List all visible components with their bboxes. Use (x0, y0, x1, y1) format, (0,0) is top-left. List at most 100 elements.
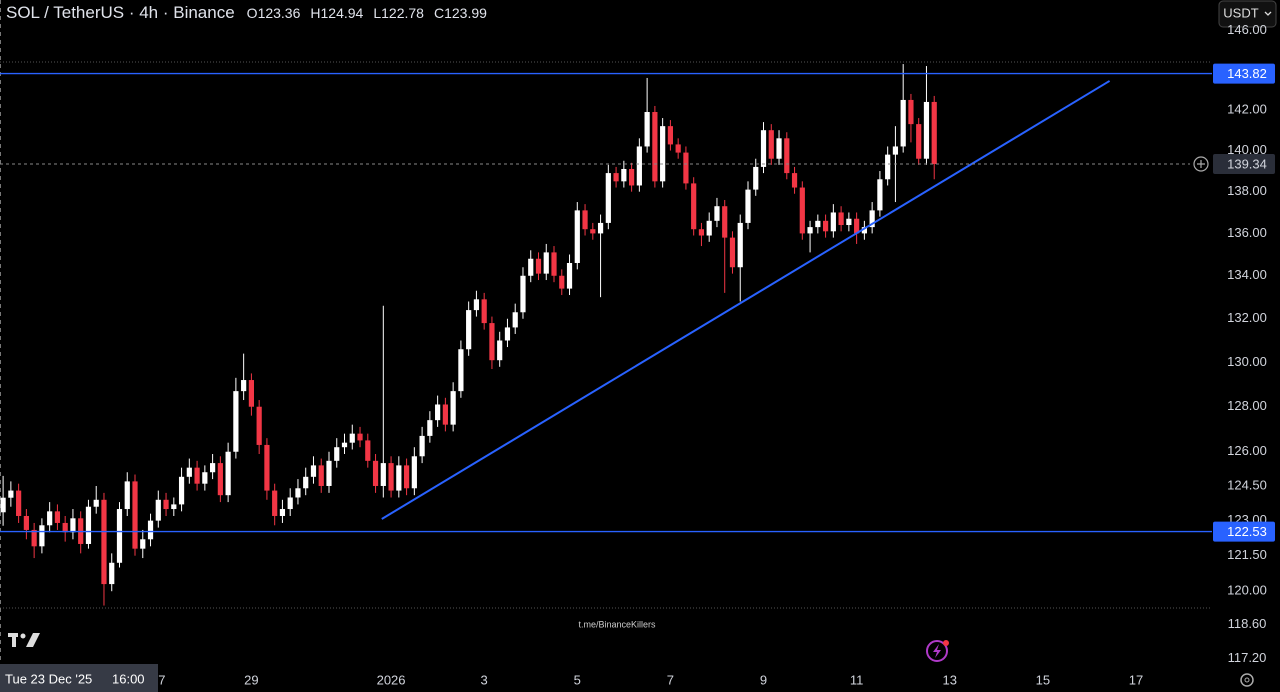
candle-body (109, 562, 115, 585)
candle-body (47, 511, 53, 526)
candle-body (62, 522, 68, 533)
x-tick-label: 5 (574, 672, 581, 687)
y-tick-label: 140.00 (1227, 142, 1267, 157)
candle-body (869, 210, 875, 228)
y-tick-label: 138.00 (1227, 183, 1267, 198)
candle-body (861, 227, 867, 234)
candle-body (450, 391, 456, 425)
y-tick-label: 124.50 (1227, 477, 1267, 492)
level-label-box (1213, 63, 1275, 84)
candle-body (442, 404, 448, 425)
candle-body (310, 465, 317, 477)
candle-body (334, 447, 340, 461)
plus (1197, 160, 1205, 168)
candle-body (908, 99, 914, 125)
crosshair-box (0, 664, 158, 692)
candle-body (559, 275, 565, 289)
candle-body (551, 252, 557, 276)
crosshair-label: Tue 23 Dec '25 16:00 (0, 664, 158, 692)
candle-body (675, 144, 681, 153)
candle-body (535, 258, 542, 274)
candle-body (714, 206, 720, 221)
candle-body (256, 406, 262, 445)
candle-body (178, 476, 185, 505)
candle-body (264, 444, 270, 491)
candle-body (279, 509, 286, 516)
gear (1240, 673, 1254, 687)
candle-body (85, 506, 92, 544)
add-alert-icon[interactable] (1193, 156, 1209, 172)
candle-body (419, 435, 425, 457)
candle-body (892, 146, 899, 155)
candle-body (737, 222, 743, 268)
y-tick-label: 126.00 (1227, 443, 1267, 458)
y-tick-label: 118.60 (1228, 616, 1267, 631)
candle-body (8, 490, 14, 498)
candle-body (729, 237, 736, 268)
candle-body (512, 312, 518, 328)
candle-body (621, 168, 627, 182)
x-tick-label: 2026 (377, 672, 406, 687)
candle-body (497, 340, 503, 361)
crosshair-time: 16:00 (112, 671, 145, 686)
trendline (381, 80, 1111, 520)
candle-body (16, 490, 22, 516)
candle-body (473, 299, 480, 311)
candle-body (644, 112, 650, 147)
candle-body (753, 166, 759, 190)
candle-body (597, 222, 604, 234)
ohlc-value: 124.94 (321, 5, 364, 21)
candle-body (582, 210, 588, 230)
watermark: t.me/BinanceKillers (578, 619, 656, 629)
currency-button[interactable]: USDT (1218, 0, 1277, 28)
candle-body (776, 138, 782, 159)
gear-center (1244, 677, 1250, 683)
candle-body (147, 520, 154, 540)
candle-body (171, 504, 177, 510)
candle-body (39, 525, 45, 547)
x-tick-label: 3 (481, 672, 488, 687)
level-label-box (1213, 521, 1275, 542)
x-tick-label: 11 (850, 672, 864, 687)
candle-body (807, 227, 813, 234)
y-tick-label: 121.50 (1227, 547, 1267, 562)
candle-body (605, 173, 611, 223)
crosshair-date: Tue 23 Dec '25 (5, 671, 92, 686)
candle-body (791, 173, 798, 188)
candle-body (900, 99, 906, 147)
logo-part (12, 633, 16, 647)
candle-body (528, 258, 534, 276)
x-tick-label: 29 (244, 672, 258, 687)
button-frame (1218, 0, 1277, 28)
x-tick-label: 15 (1036, 672, 1050, 687)
candle-body (349, 433, 355, 443)
candle-body (341, 442, 348, 448)
candle-body (652, 112, 658, 182)
candle-body (830, 212, 836, 232)
candle-body (365, 440, 371, 461)
candle-body (0, 497, 6, 513)
candle-body (194, 467, 200, 484)
chevron (1264, 11, 1272, 16)
candle-body (660, 126, 666, 182)
candle-body (489, 323, 495, 361)
candle-body (916, 124, 922, 159)
x-tick-label: 13 (943, 672, 957, 687)
y-tick-label: 128.00 (1227, 398, 1267, 413)
candle-body (155, 499, 161, 521)
candle-body (388, 463, 394, 491)
y-tick-label: 130.00 (1227, 354, 1267, 369)
candle-body (520, 275, 526, 313)
candle-body (326, 460, 332, 486)
candle-body (411, 456, 417, 489)
ohlc-label: H (310, 5, 320, 21)
settings-icon[interactable] (1240, 673, 1254, 687)
candle-body (590, 229, 596, 234)
candle-body (101, 499, 107, 585)
ohlc-value: 123.36 (258, 5, 301, 21)
candle-body (396, 465, 402, 491)
currency-label: USDT (1223, 5, 1258, 20)
lightning-icon[interactable] (926, 640, 949, 662)
